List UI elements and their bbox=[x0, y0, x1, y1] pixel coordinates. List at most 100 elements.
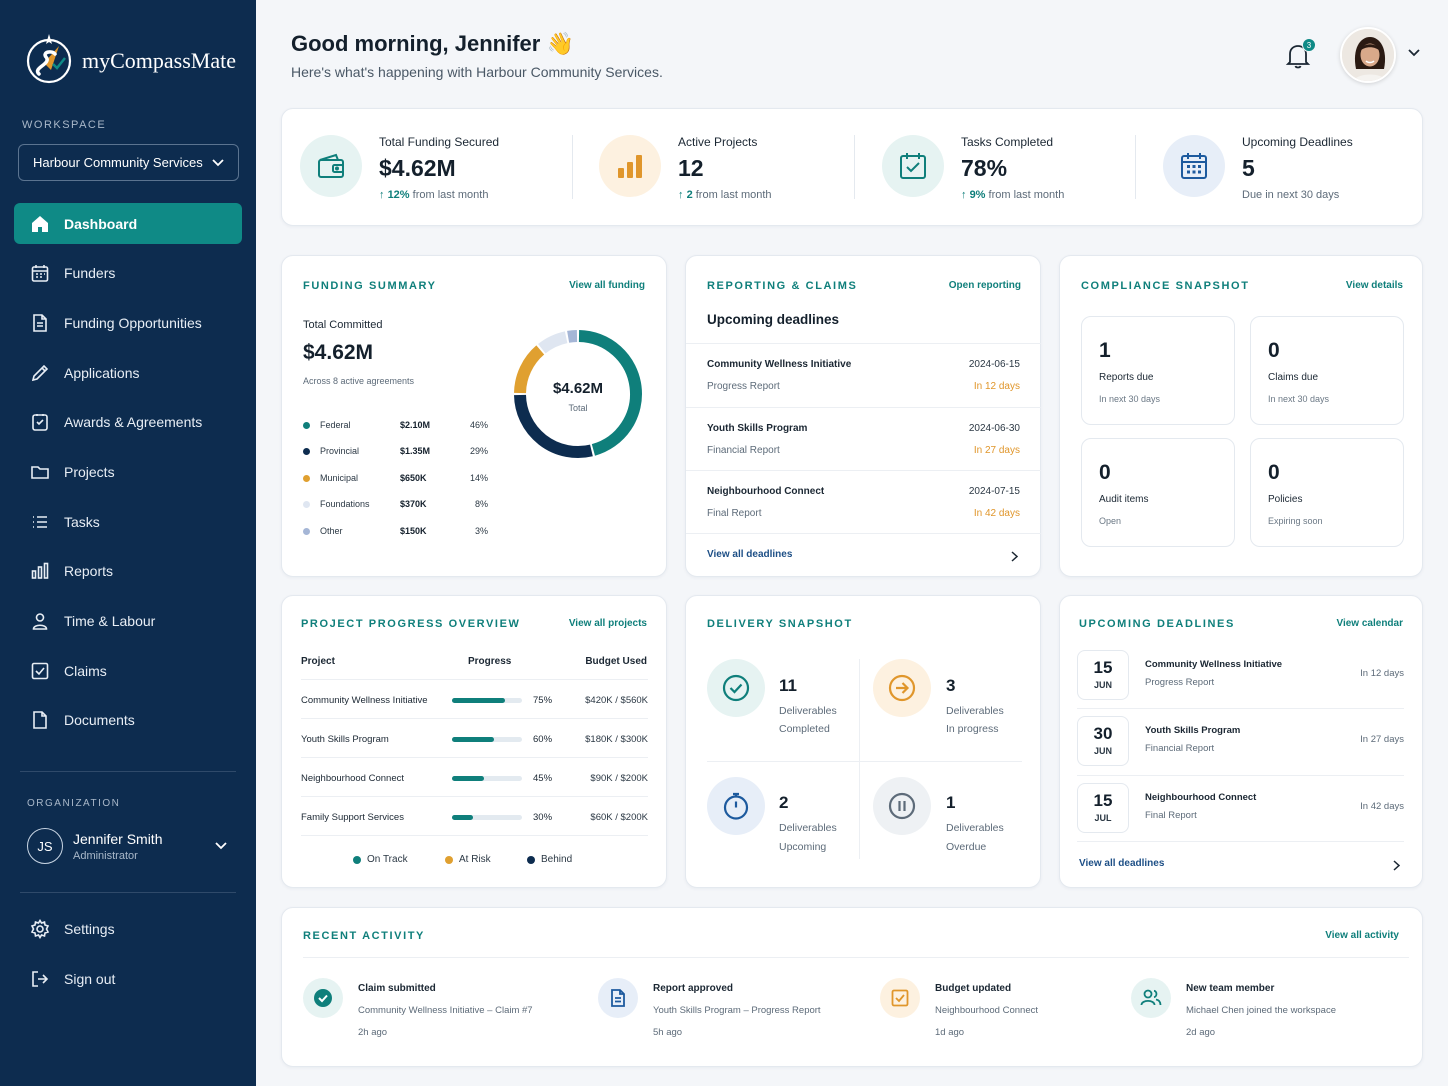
user-role: Administrator bbox=[73, 849, 138, 862]
table-row[interactable]: Neighbourhood Connect 45% $90K / $200K bbox=[301, 757, 648, 796]
chevron-right-icon[interactable] bbox=[1393, 860, 1400, 871]
compliance-count: 0 bbox=[1268, 461, 1280, 484]
delivery-icon-bg bbox=[707, 659, 765, 717]
chevron-down-icon[interactable] bbox=[1408, 49, 1420, 57]
stat-change-text: from last month bbox=[692, 189, 772, 201]
view-all-deadlines-link[interactable]: View all deadlines bbox=[1079, 858, 1165, 869]
activity-item[interactable]: New team member Michael Chen joined the … bbox=[1131, 978, 1411, 1048]
budget-used: $420K / $560K bbox=[585, 695, 648, 706]
funding-source: Provincial bbox=[320, 446, 360, 456]
nav-awards-agreements[interactable]: Awards & Agreements bbox=[14, 402, 242, 443]
open-reporting-link[interactable]: Open reporting bbox=[948, 280, 1021, 291]
view-all-projects-link[interactable]: View all projects bbox=[568, 618, 647, 629]
section-title: REPORTING & CLAIMS bbox=[707, 280, 858, 292]
stat-change-text: from last month bbox=[409, 189, 489, 201]
chevron-right-icon[interactable] bbox=[1011, 551, 1018, 562]
legend-dot bbox=[445, 855, 453, 864]
compliance-box-claims[interactable]: 0 Claims due In next 30 days bbox=[1250, 316, 1404, 425]
user-menu[interactable]: JS Jennifer Smith Administrator bbox=[27, 828, 227, 864]
funding-source: Foundations bbox=[320, 499, 370, 509]
stat-change-value: 12% bbox=[387, 189, 410, 201]
nav-label: Documents bbox=[64, 712, 135, 729]
nav-dashboard[interactable]: Dashboard bbox=[14, 203, 242, 244]
legend-dot bbox=[353, 855, 361, 864]
stat-change: ↑ 12% from last month bbox=[379, 189, 488, 201]
compliance-count: 0 bbox=[1268, 339, 1280, 362]
deadline-type: Progress Report bbox=[1145, 677, 1215, 688]
bell-icon[interactable] bbox=[1285, 42, 1311, 70]
date-day: 15 bbox=[1093, 658, 1113, 677]
check-circle-icon bbox=[314, 989, 332, 1007]
view-all-deadlines-link[interactable]: View all deadlines bbox=[707, 549, 793, 560]
arrow-up-icon: ↑ bbox=[961, 189, 970, 201]
deadline-row[interactable]: 30 JUN Youth Skills Program Financial Re… bbox=[1077, 716, 1404, 774]
divider bbox=[1077, 775, 1404, 776]
table-row[interactable]: Family Support Services 30% $60K / $200K bbox=[301, 796, 648, 835]
progress-percent: 45% bbox=[533, 773, 553, 784]
divider bbox=[1077, 708, 1404, 709]
date-month: JUN bbox=[1093, 680, 1112, 690]
compliance-box-reports[interactable]: 1 Reports due In next 30 days bbox=[1081, 316, 1235, 425]
donut-slice bbox=[538, 331, 568, 354]
reporting-row[interactable]: Neighbourhood Connect Final Report 2024-… bbox=[686, 470, 1041, 533]
reporting-date: 2024-07-15 bbox=[968, 486, 1020, 497]
funding-row: Federal $2.10M 46% bbox=[303, 418, 488, 432]
reporting-name: Community Wellness Initiative bbox=[707, 359, 852, 370]
app-logo[interactable]: myCompassMate bbox=[22, 30, 236, 92]
nav-documents[interactable]: Documents bbox=[14, 700, 242, 741]
deadline-row[interactable]: 15 JUN Community Wellness Initiative Pro… bbox=[1077, 650, 1404, 708]
nav-time-labour[interactable]: Time & Labour bbox=[14, 601, 242, 642]
folder-icon bbox=[31, 466, 49, 479]
funding-amount: $650K bbox=[400, 473, 427, 483]
nav-projects[interactable]: Projects bbox=[14, 451, 242, 492]
nav-funders[interactable]: Funders bbox=[14, 253, 242, 294]
deadline-name: Community Wellness Initiative bbox=[1145, 659, 1283, 670]
activity-item[interactable]: Report approved Youth Skills Program – P… bbox=[598, 978, 878, 1048]
stat-divider bbox=[1135, 135, 1136, 199]
compliance-sub: Expiring soon bbox=[1268, 516, 1323, 526]
view-details-link[interactable]: View details bbox=[1345, 280, 1403, 291]
view-all-funding-link[interactable]: View all funding bbox=[569, 280, 645, 291]
stat-icon-bg bbox=[599, 135, 661, 197]
nav-claims[interactable]: Claims bbox=[14, 650, 242, 691]
delivery-icon-bg bbox=[873, 777, 931, 835]
column-header-budget: Budget Used bbox=[585, 656, 647, 667]
deadline-type: Final Report bbox=[1145, 810, 1197, 821]
settings-link[interactable]: Settings bbox=[14, 908, 242, 949]
reporting-row[interactable]: Community Wellness Initiative Progress R… bbox=[686, 343, 1041, 406]
workspace-select[interactable]: Harbour Community Services bbox=[18, 144, 239, 181]
legend-dot bbox=[303, 527, 310, 535]
nav-reports[interactable]: Reports bbox=[14, 551, 242, 592]
reporting-row[interactable]: Youth Skills Program Financial Report 20… bbox=[686, 407, 1041, 470]
funding-percent: 29% bbox=[469, 446, 488, 456]
funding-row: Municipal $650K 14% bbox=[303, 471, 488, 485]
compliance-box-policies[interactable]: 0 Policies Expiring soon bbox=[1250, 438, 1404, 547]
nav-tasks[interactable]: Tasks bbox=[14, 501, 242, 542]
view-all-activity-link[interactable]: View all activity bbox=[1325, 930, 1399, 941]
activity-item[interactable]: Budget updated Neighbourhood Connect 1d … bbox=[880, 978, 1160, 1048]
funding-source: Municipal bbox=[320, 473, 359, 483]
nav-funding-opportunities[interactable]: Funding Opportunities bbox=[14, 302, 242, 343]
signout-link[interactable]: Sign out bbox=[14, 958, 242, 999]
home-icon bbox=[32, 215, 48, 232]
profile-avatar[interactable] bbox=[1340, 27, 1396, 83]
compass-logo-icon bbox=[26, 34, 72, 84]
activity-item[interactable]: Claim submitted Community Wellness Initi… bbox=[303, 978, 583, 1048]
compliance-sub: In next 30 days bbox=[1268, 394, 1330, 404]
reporting-type: Financial Report bbox=[707, 445, 780, 456]
activity-icon-bg bbox=[598, 978, 638, 1018]
nav-applications[interactable]: Applications bbox=[14, 352, 242, 393]
delivery-label: Deliverables bbox=[946, 822, 1004, 834]
deadline-row[interactable]: 15 JUL Neighbourhood Connect Final Repor… bbox=[1077, 783, 1404, 841]
view-calendar-link[interactable]: View calendar bbox=[1336, 618, 1403, 629]
project-name: Family Support Services bbox=[301, 812, 404, 823]
nav-label: Reports bbox=[64, 563, 114, 580]
progress-percent: 30% bbox=[533, 812, 553, 823]
funding-amount: $370K bbox=[400, 499, 427, 509]
table-row[interactable]: Community Wellness Initiative 75% $420K / … bbox=[301, 679, 648, 718]
compliance-box-audit[interactable]: 0 Audit items Open bbox=[1081, 438, 1235, 547]
legend-label: On Track bbox=[367, 854, 408, 865]
table-row[interactable]: Youth Skills Program 60% $180K / $300K bbox=[301, 718, 648, 757]
compliance-sub: In next 30 days bbox=[1099, 394, 1161, 404]
stat-upcoming-deadlines: Upcoming Deadlines 5 Due in next 30 days bbox=[1145, 109, 1423, 227]
